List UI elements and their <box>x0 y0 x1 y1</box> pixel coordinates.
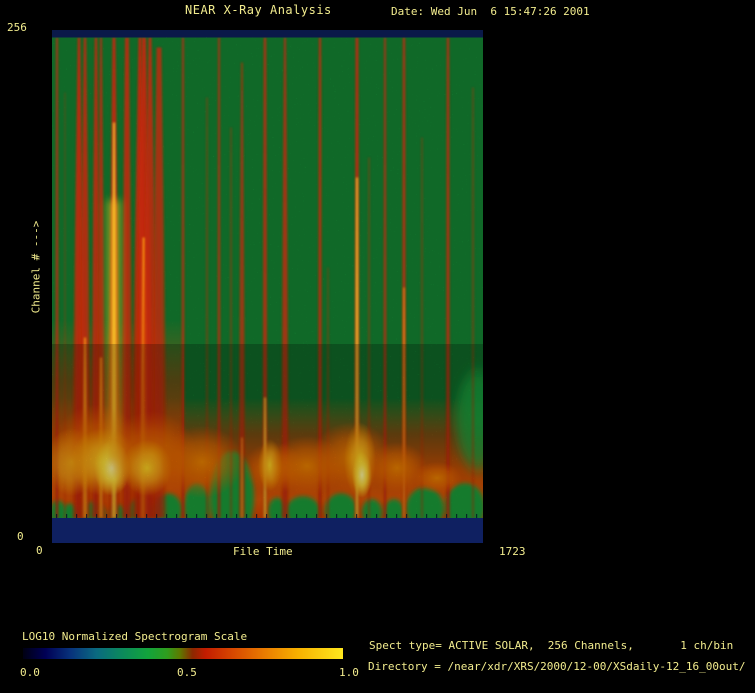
y-axis-max-label: 256 <box>7 21 27 34</box>
y-axis-min-label: 0 <box>17 530 24 543</box>
colorbar-gradient <box>23 648 343 659</box>
colorbar-tick-0: 0.0 <box>20 666 40 679</box>
x-axis-max-label: 1723 <box>499 545 526 558</box>
colorbar-tick-1: 1.0 <box>339 666 359 679</box>
colorbar-tick-05: 0.5 <box>177 666 197 679</box>
spectrogram-image <box>52 30 483 543</box>
page-title: NEAR X-Ray Analysis <box>185 3 332 17</box>
spect-type-line: Spect type= ACTIVE SOLAR, 256 Channels, … <box>369 639 734 652</box>
x-axis-title: File Time <box>233 545 293 558</box>
x-axis-min-label: 0 <box>36 544 43 557</box>
directory-line: Directory = /near/xdr/XRS/2000/12-00/XSd… <box>368 660 746 673</box>
y-axis-title: Channel # ---> <box>29 220 43 314</box>
header-date: Date: Wed Jun 6 15:47:26 2001 <box>391 5 590 18</box>
spectrogram-plot <box>52 30 483 543</box>
colorbar-title: LOG10 Normalized Spectrogram Scale <box>22 630 248 643</box>
